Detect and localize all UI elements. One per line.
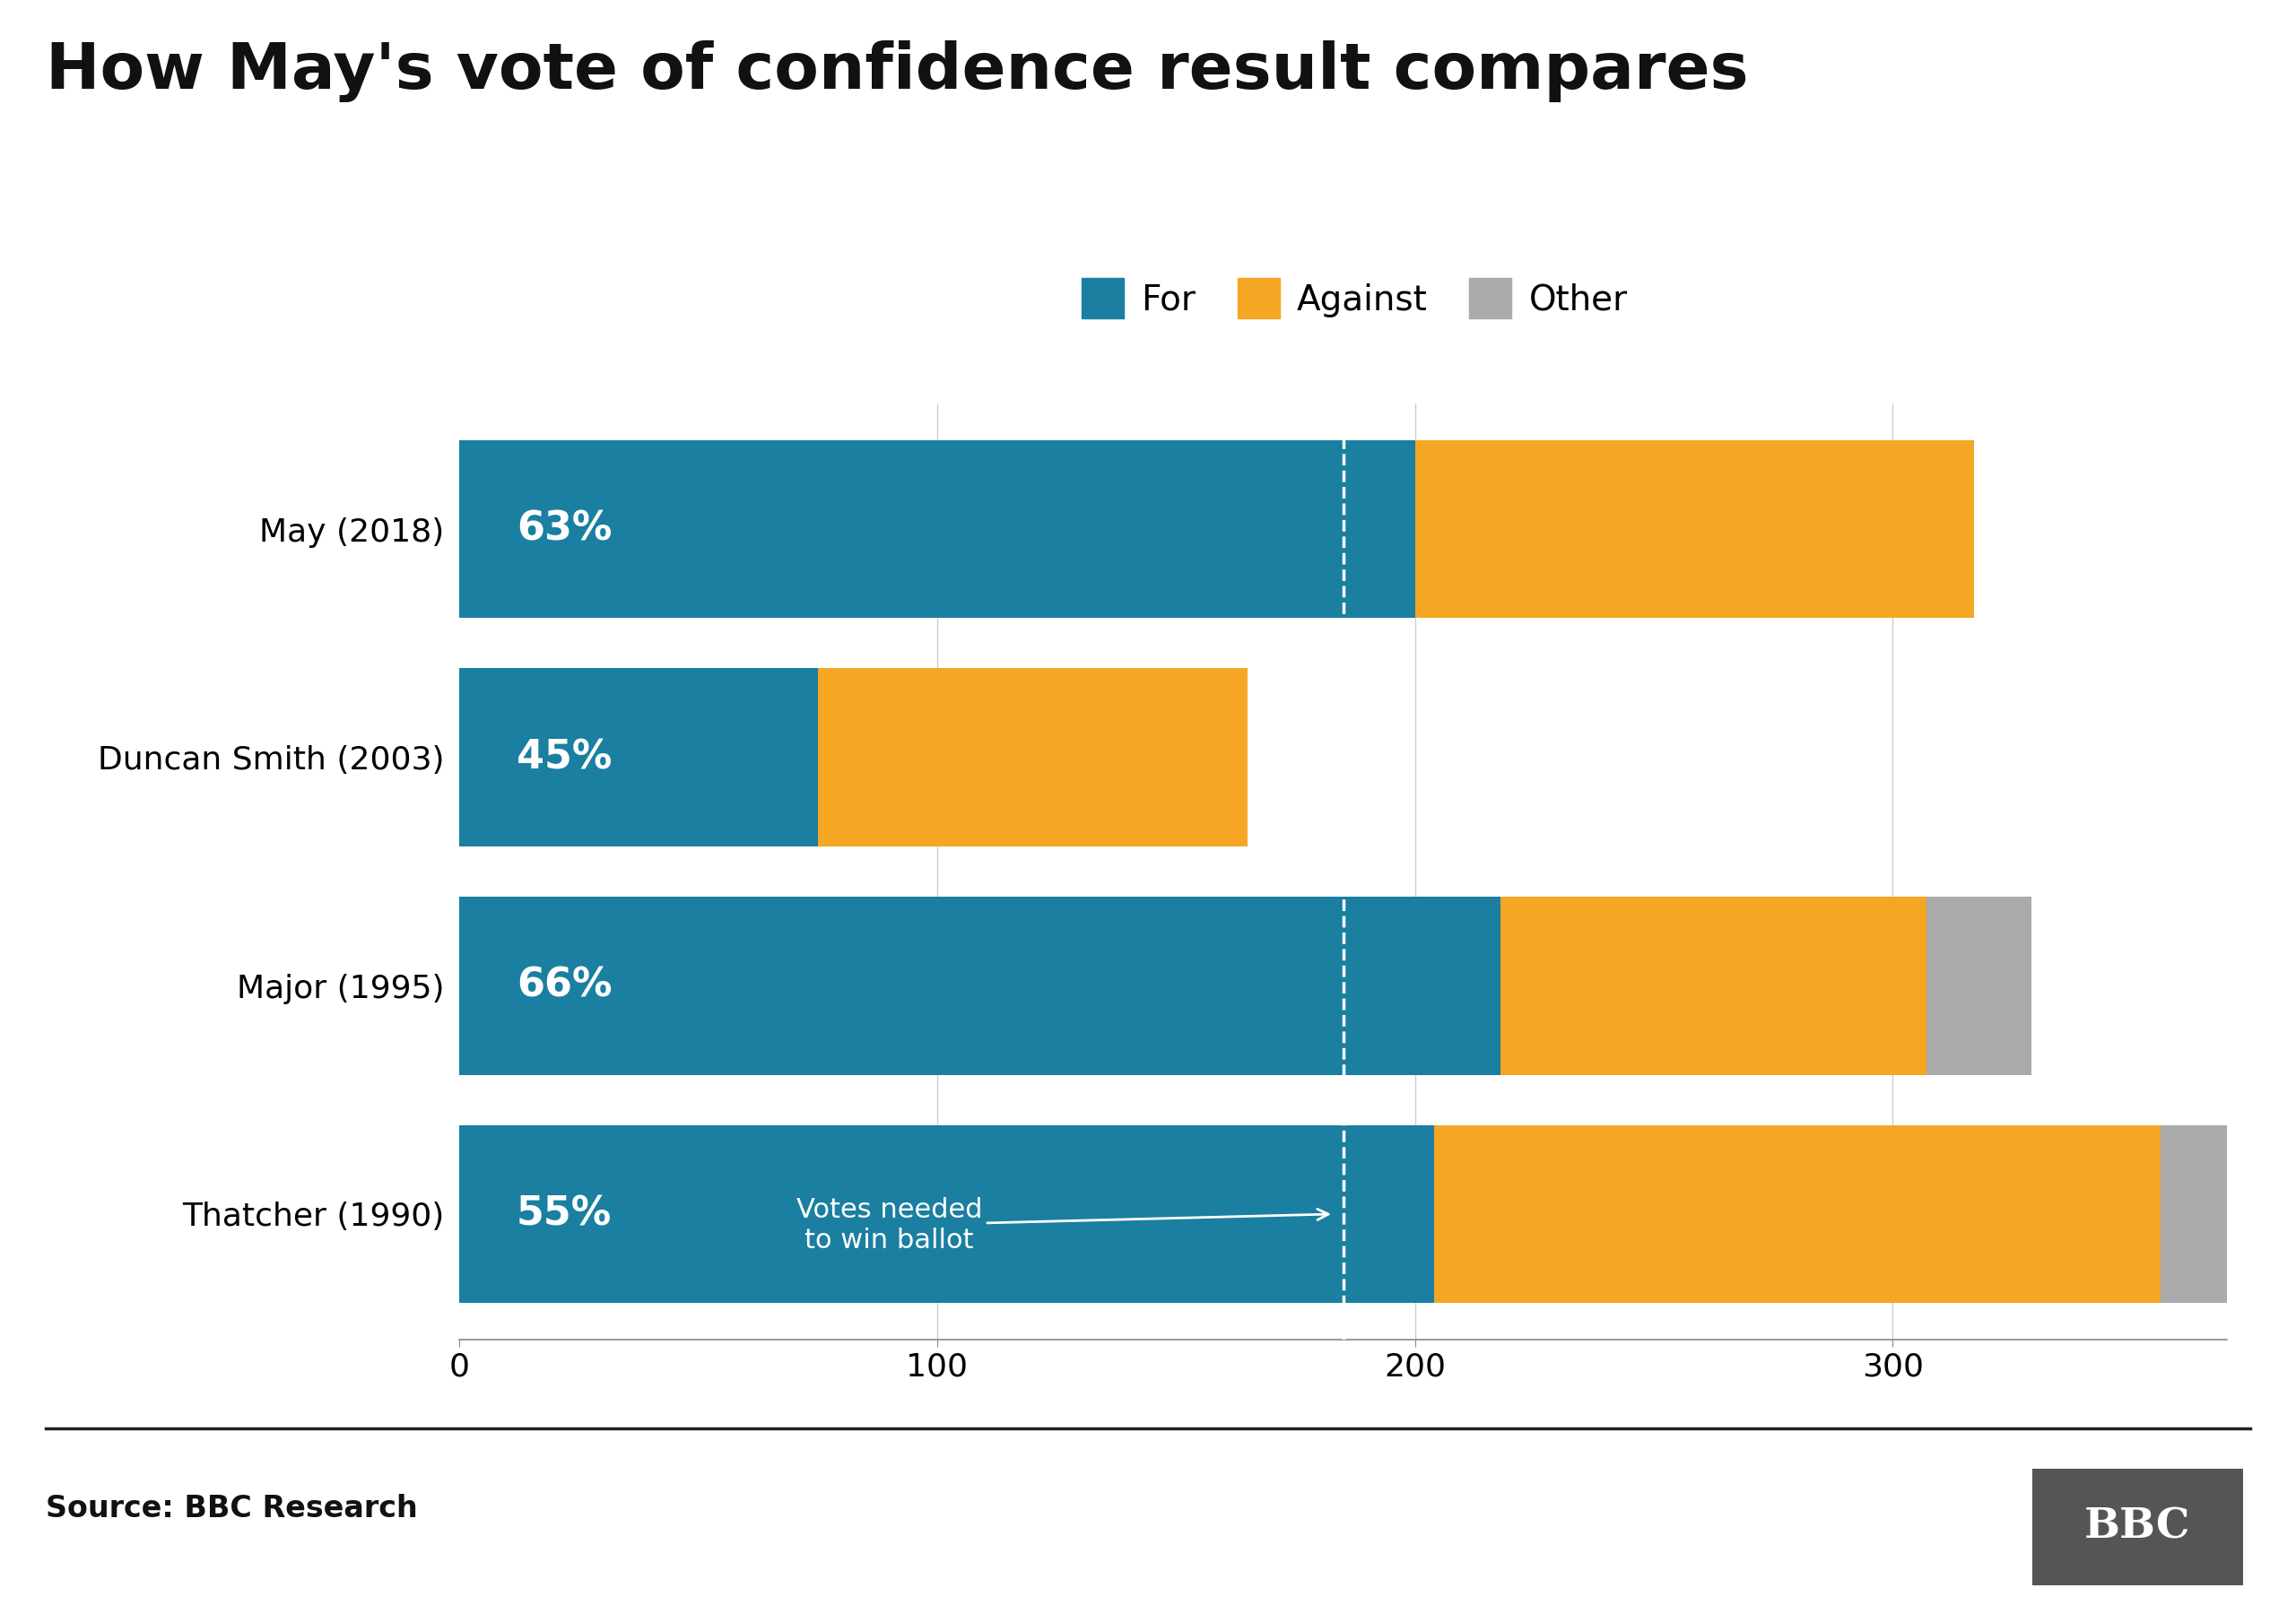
Bar [459, 668, 817, 846]
Bar [1435, 1125, 2161, 1302]
Legend: For, Against, Other: For, Against, Other [1072, 268, 1637, 329]
Text: 45%: 45% [517, 738, 613, 776]
Bar [1926, 897, 2032, 1075]
Bar [1502, 897, 1926, 1075]
Bar [459, 441, 1414, 618]
Text: Source: BBC Research: Source: BBC Research [46, 1495, 418, 1524]
Text: BBC: BBC [2085, 1506, 2190, 1548]
Text: 66%: 66% [517, 967, 613, 1006]
Bar [1414, 441, 1975, 618]
Bar [459, 897, 1502, 1075]
Text: 63%: 63% [517, 510, 613, 549]
Text: Votes needed
to win ballot: Votes needed to win ballot [797, 1198, 1329, 1254]
Bar [2161, 1125, 2241, 1302]
Bar [817, 668, 1247, 846]
Bar [459, 1125, 1435, 1302]
Text: How May's vote of confidence result compares: How May's vote of confidence result comp… [46, 40, 1750, 102]
Text: 55%: 55% [517, 1194, 611, 1233]
